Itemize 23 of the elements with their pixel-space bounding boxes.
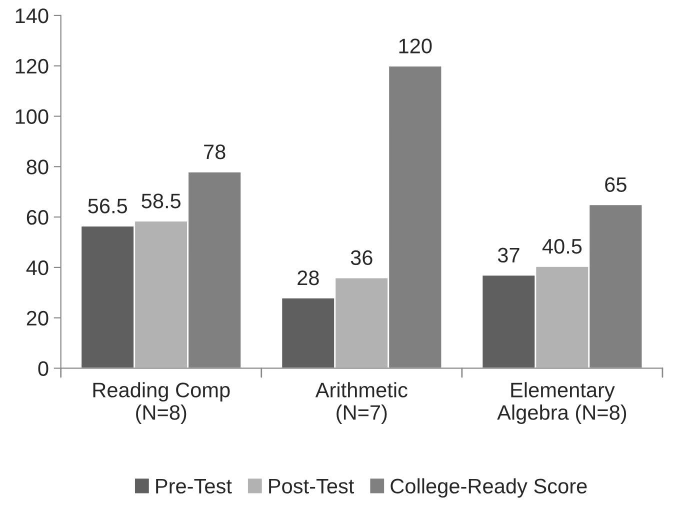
y-tick-label: 0 [38,361,48,376]
y-tick-label: 40 [26,260,48,276]
x-tick-label: Arithmetic (N=7) [315,382,408,424]
legend-label: Post-Test [269,478,354,494]
data-label: 78 [204,144,226,160]
y-tick-label: 60 [26,210,48,225]
data-label: 120 [399,38,432,54]
data-label: 36 [350,250,372,266]
data-label: 56.5 [88,198,128,214]
legend-label: Pre-Test [156,478,232,494]
data-label: 37 [498,248,520,263]
data-label: 65 [605,177,626,192]
y-tick-label: 20 [26,310,48,326]
data-label: 28 [298,270,319,286]
legend-label: College-Ready Score [390,478,587,498]
y-tick-label: 80 [26,160,48,174]
y-tick-label: 100 [16,109,48,124]
y-tick-label: 120 [16,58,48,74]
data-label: 58.5 [142,194,181,208]
x-tick-label: Elementary Algebra (N=8) [497,382,626,424]
y-tick-label: 140 [16,8,48,24]
x-tick-label: Reading Comp (N=8) [93,382,230,424]
data-label: 40.5 [542,238,582,254]
